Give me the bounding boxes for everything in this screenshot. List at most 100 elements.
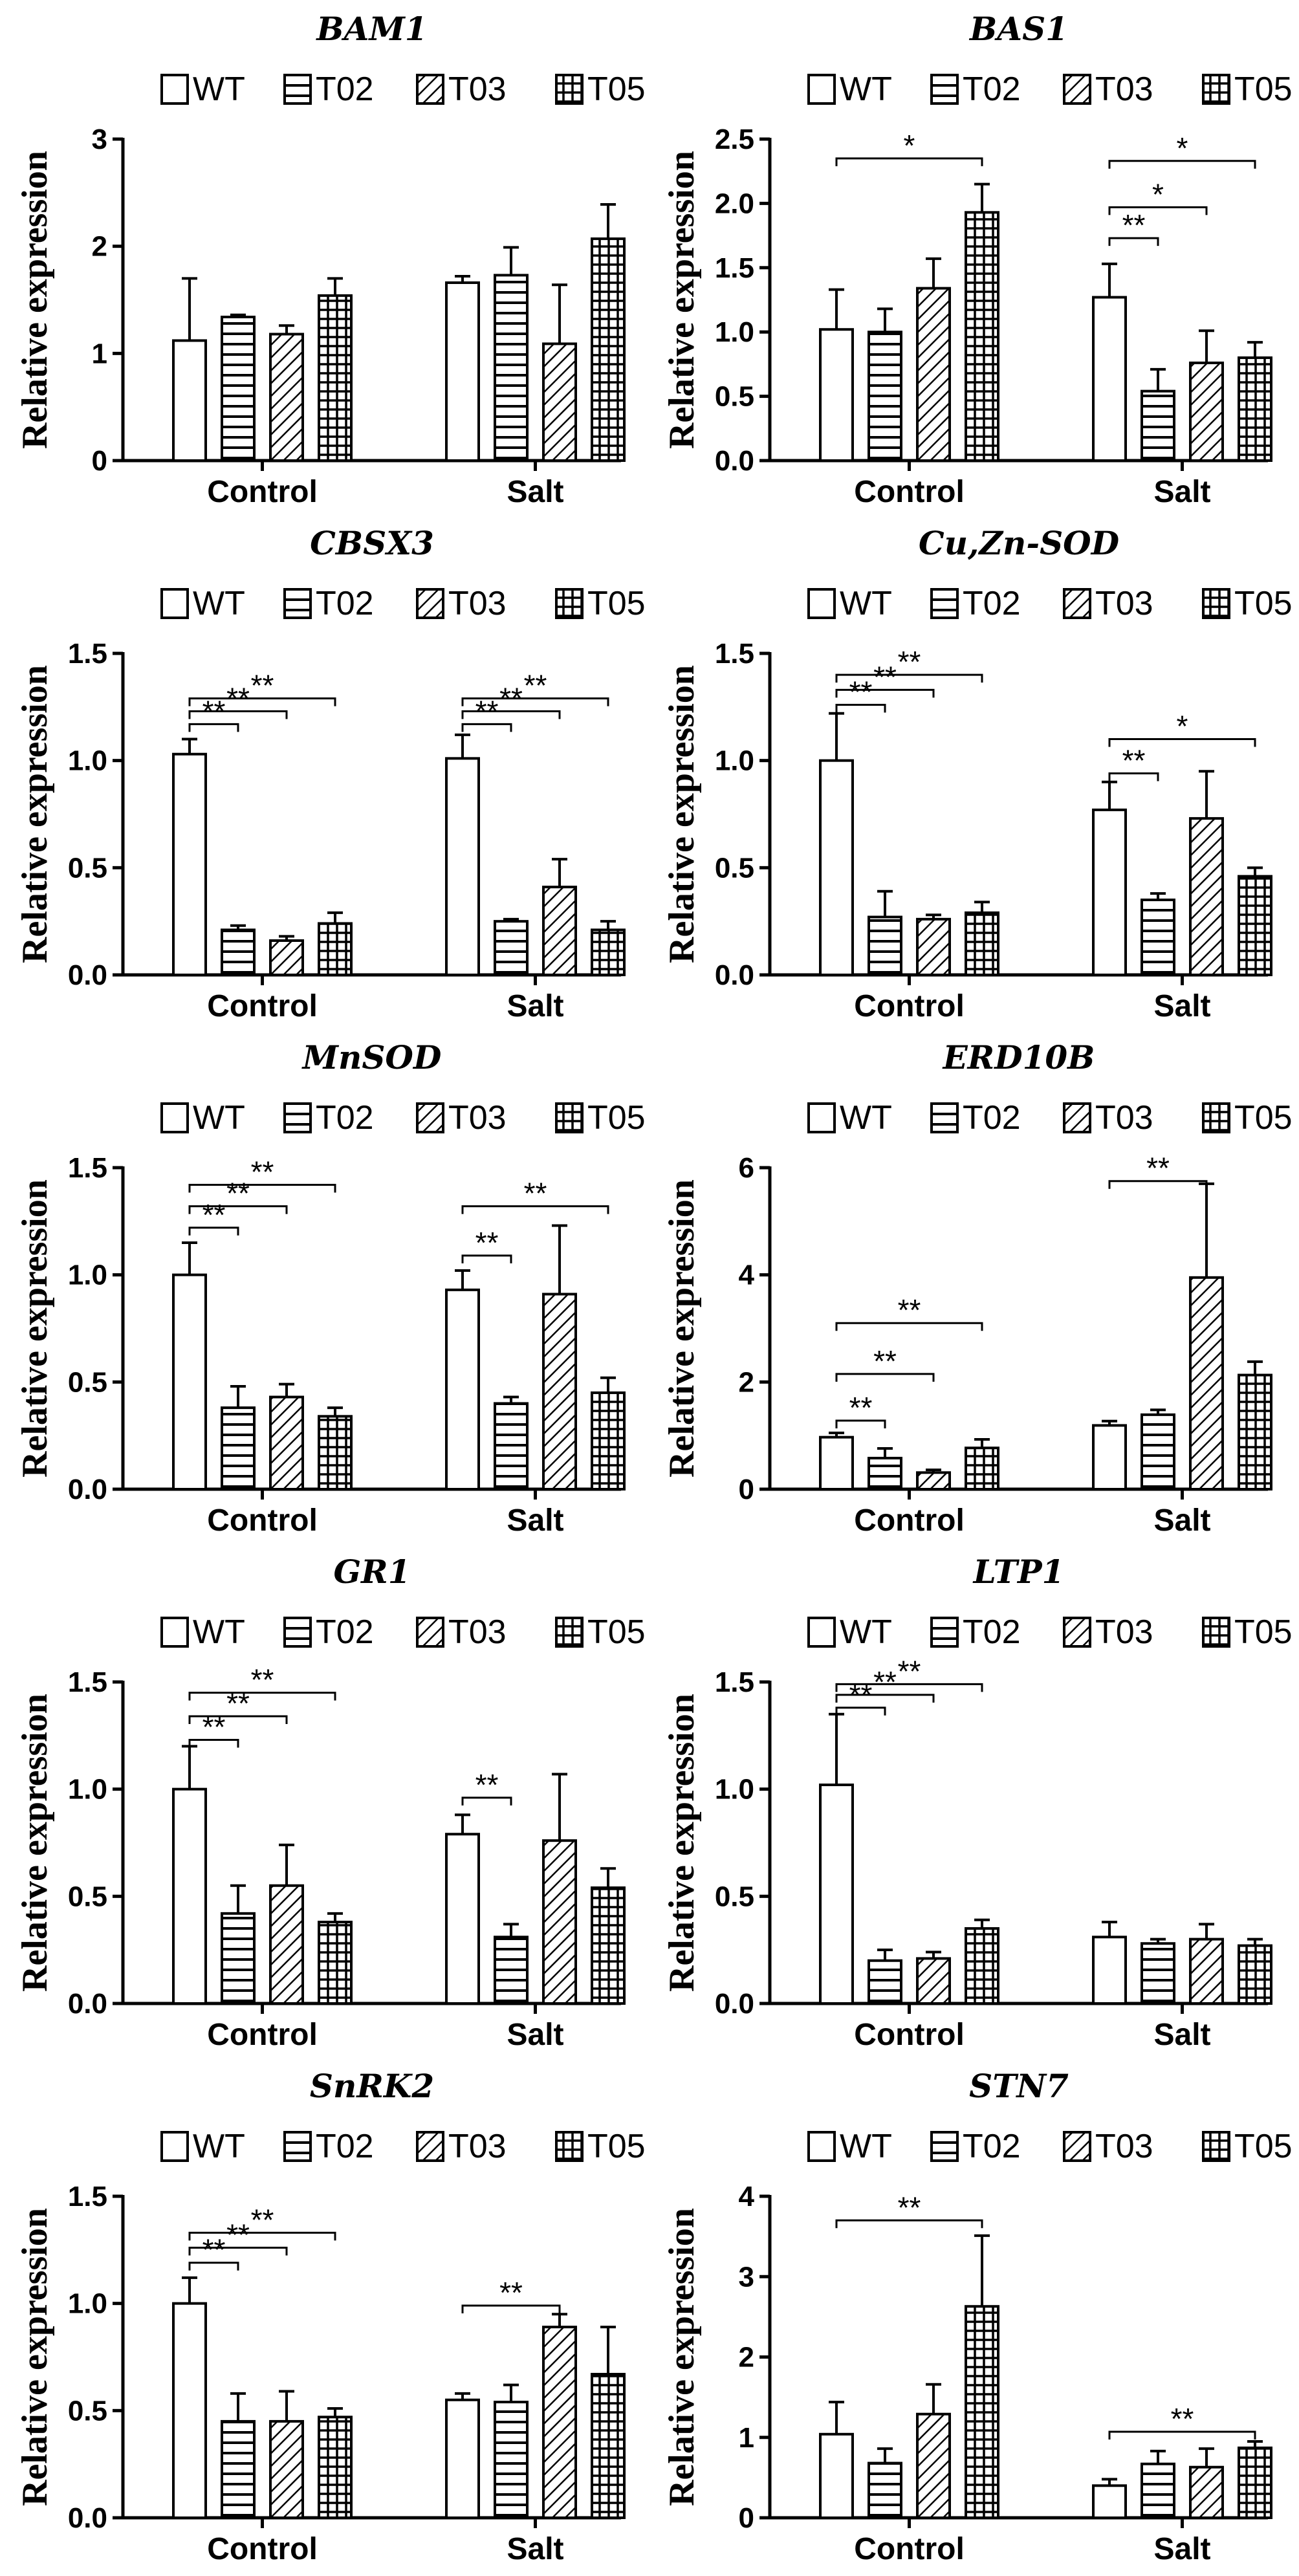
panel-title: Cu,Zn-SOD — [919, 524, 1119, 562]
significance-label: ** — [873, 1344, 897, 1378]
panel-cu-zn-sod: Cu,Zn-SOD WT T02 T03 T05 Relative expression 0… — [662, 524, 1293, 1023]
legend-swatch-t02 — [930, 588, 959, 619]
significance-label: ** — [226, 1177, 250, 1210]
legend-label-t02: T02 — [963, 585, 1021, 622]
legend-swatch-t03 — [416, 1102, 444, 1133]
legend-label-t05: T05 — [1234, 1613, 1293, 1651]
category-label-salt: Salt — [1153, 475, 1210, 509]
y-tick-label: 1.5 — [68, 638, 107, 670]
y-tick-label: 1.5 — [715, 1666, 754, 1698]
category-label-control: Control — [854, 989, 965, 1023]
legend-label-t02: T02 — [316, 2128, 374, 2165]
significance-bracket — [1108, 237, 1159, 246]
legend-label-wt: WT — [840, 1613, 892, 1651]
bar-t05-control — [318, 2416, 353, 2519]
legend-swatch-t03 — [1063, 588, 1091, 619]
legend-swatch-t05 — [555, 1102, 584, 1133]
legend-swatch-t05 — [555, 2131, 584, 2162]
bar-t02-control — [868, 915, 902, 976]
significance-bracket — [835, 1707, 886, 1716]
y-axis-label: Relative expression — [15, 151, 55, 449]
significance-label: ** — [202, 2233, 226, 2267]
significance-bracket — [835, 1373, 935, 1382]
y-tick-label: 3 — [739, 2261, 754, 2293]
bar-t03-control — [269, 1884, 304, 2005]
significance-label: ** — [475, 1226, 499, 1260]
significance-bracket — [835, 157, 983, 166]
significance-label: ** — [524, 669, 547, 703]
significance-bracket — [188, 2247, 288, 2256]
bar-t05-salt — [1238, 1373, 1272, 1490]
significance-label: ** — [251, 2203, 274, 2236]
bar-wt-salt — [445, 281, 480, 462]
significance-label: ** — [251, 1663, 274, 1697]
bar-t02-control — [868, 1456, 902, 1490]
bar-t03-salt — [1189, 2465, 1224, 2519]
category-label-control: Control — [207, 989, 318, 1023]
panel-cbsx3: CBSX3 WT T02 T03 T05 Relative expression 0.0 0.… — [15, 524, 646, 1023]
significance-bracket — [835, 1694, 935, 1703]
significance-bracket — [188, 1715, 288, 1725]
category-label-control: Control — [854, 475, 965, 509]
bar-wt-salt — [445, 1288, 480, 1490]
legend-label-t05: T05 — [587, 1613, 646, 1651]
bar-wt-control — [819, 759, 854, 976]
bar-t03-control — [916, 917, 951, 976]
bar-t03-control — [916, 287, 951, 462]
bar-wt-salt — [1092, 2484, 1127, 2519]
legend-label-t05: T05 — [587, 585, 646, 622]
significance-bracket — [188, 2231, 336, 2241]
bar-t03-control — [916, 1471, 951, 1490]
legend-swatch-t03 — [1063, 1102, 1091, 1133]
significance-label: ** — [226, 2218, 250, 2252]
bar-t05-salt — [591, 928, 626, 976]
bar-t03-salt — [542, 1839, 577, 2005]
bar-t02-control — [868, 1959, 902, 2005]
legend-swatch-t03 — [1063, 74, 1091, 105]
panel-title: MnSOD — [301, 1038, 442, 1076]
significance-label: ** — [226, 1686, 250, 1720]
bar-t02-control — [221, 2419, 256, 2520]
legend-label-t02: T02 — [963, 1099, 1021, 1137]
legend-swatch-t05 — [1202, 2131, 1230, 2162]
y-tick-label: 2 — [739, 2342, 754, 2374]
category-label-salt: Salt — [507, 475, 563, 509]
bar-t02-salt — [1141, 1413, 1175, 1491]
legend-label-t03: T03 — [1095, 2128, 1153, 2165]
legend-label-wt: WT — [193, 585, 245, 622]
significance-label: ** — [898, 1654, 921, 1688]
bar-t02-salt — [1141, 389, 1175, 463]
y-tick-label: 1.0 — [68, 1260, 107, 1291]
y-axis-label: Relative expression — [662, 2208, 702, 2506]
legend-swatch-t03 — [416, 1617, 444, 1648]
bar-t05-salt — [591, 2373, 626, 2519]
y-tick-label: 1.5 — [715, 252, 754, 284]
significance-bracket — [461, 2304, 561, 2313]
legend-swatch-t02 — [930, 1102, 959, 1133]
y-tick-label: 1.5 — [68, 2181, 107, 2212]
bar-wt-control — [172, 752, 207, 976]
significance-bracket — [1108, 206, 1208, 215]
bar-t05-control — [965, 211, 999, 462]
legend-label-wt: WT — [193, 2128, 245, 2165]
y-tick-label: 1.5 — [715, 638, 754, 670]
significance-label: ** — [849, 1391, 873, 1424]
legend-label-wt: WT — [840, 71, 892, 108]
bar-t05-control — [318, 1415, 353, 1491]
y-tick-label: 0.5 — [68, 1881, 107, 1912]
legend-label-wt: WT — [193, 71, 245, 108]
y-tick-label: 0 — [739, 1474, 754, 1505]
bar-t03-salt — [1189, 1276, 1224, 1490]
bar-wt-salt — [445, 2398, 480, 2519]
legend-swatch-t02 — [930, 74, 959, 105]
panel-title: LTP1 — [972, 1553, 1065, 1591]
significance-bracket — [1108, 2430, 1256, 2440]
y-tick-label: 0.0 — [68, 1988, 107, 2020]
bar-t05-salt — [591, 1886, 626, 2005]
category-label-salt: Salt — [1153, 2532, 1210, 2566]
bar-wt-salt — [1092, 296, 1127, 462]
bar-wt-control — [172, 2302, 207, 2519]
legend-swatch-wt — [807, 1617, 836, 1648]
bar-t03-control — [269, 333, 304, 462]
